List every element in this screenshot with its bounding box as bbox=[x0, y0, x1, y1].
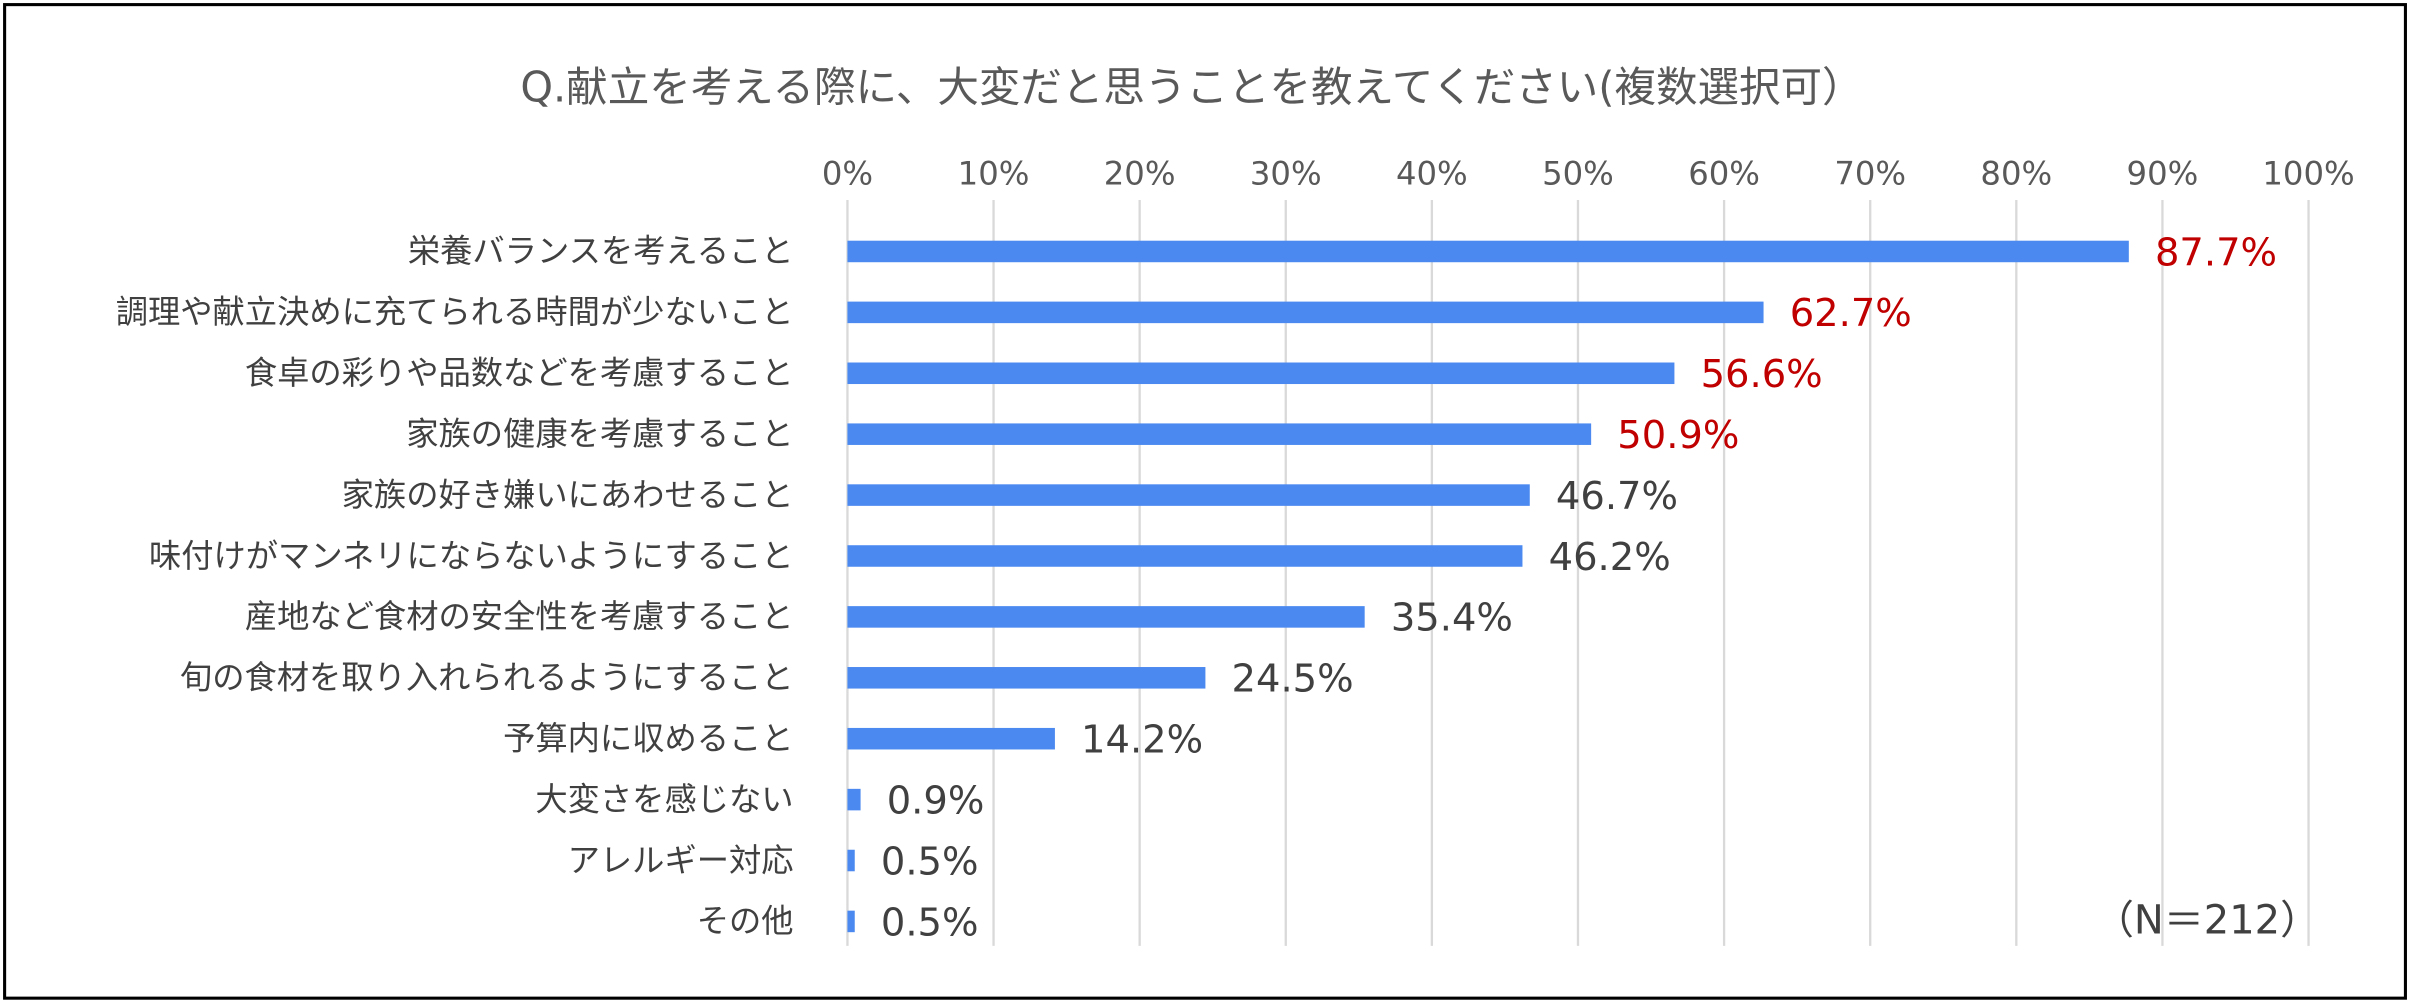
value-labels: 87.7% 62.7% 56.6% 50.9% 46.7% 46.2% 35.4% 24.5%… bbox=[881, 230, 2277, 945]
category-labels: 栄養バランスを考えること調理や献立決めに充てられる時間が少ないこと食卓の彩りや品… bbox=[116, 232, 794, 940]
gridlines bbox=[846, 199, 2310, 946]
value-label: 56.6% bbox=[1701, 352, 1823, 397]
bar bbox=[847, 240, 2129, 263]
x-tick-label: 100% bbox=[2262, 155, 2354, 193]
category-label: 旬の食材を取り入れられるようにすること bbox=[180, 659, 794, 697]
category-label: その他 bbox=[697, 902, 794, 940]
value-label: 50.9% bbox=[1617, 413, 1739, 458]
category-label: 調理や献立決めに充てられる時間が少ないこと bbox=[116, 293, 794, 331]
bar bbox=[847, 727, 1055, 750]
bar bbox=[847, 545, 1523, 567]
bar bbox=[847, 849, 855, 872]
x-tick-label: 40% bbox=[1396, 155, 1468, 193]
x-tick-label: 10% bbox=[958, 155, 1030, 193]
value-label: 46.7% bbox=[1556, 474, 1678, 519]
value-label: 62.7% bbox=[1790, 291, 1912, 336]
category-label: 大変さを感じない bbox=[535, 780, 793, 818]
bar bbox=[847, 362, 1675, 385]
x-tick-label: 20% bbox=[1104, 155, 1176, 193]
value-label: 35.4% bbox=[1391, 596, 1513, 641]
bar bbox=[847, 606, 1365, 628]
category-label: 食卓の彩りや品数などを考慮すること bbox=[245, 354, 794, 392]
bar bbox=[847, 484, 1530, 506]
value-label: 0.5% bbox=[881, 900, 979, 945]
value-label: 87.7% bbox=[2155, 230, 2277, 275]
bar bbox=[847, 788, 861, 811]
chart-title: Q.献立を考える際に、大変だと思うことを教えてください(複数選択可） bbox=[520, 63, 1863, 112]
value-label: 14.2% bbox=[1081, 718, 1203, 763]
bars bbox=[847, 240, 2129, 933]
x-tick-label: 80% bbox=[1980, 155, 2052, 193]
value-label: 24.5% bbox=[1232, 657, 1354, 702]
bar bbox=[847, 910, 855, 933]
x-axis-ticks: 0% 10% 20% 30% 40% 50% 60% 70% 80% 90% 100% bbox=[822, 155, 2355, 193]
category-label: アレルギー対応 bbox=[568, 841, 794, 879]
value-label: 46.2% bbox=[1549, 535, 1671, 580]
x-tick-label: 70% bbox=[1834, 155, 1906, 193]
value-label: 0.9% bbox=[887, 778, 985, 823]
x-tick-label: 60% bbox=[1688, 155, 1760, 193]
x-tick-label: 90% bbox=[2127, 155, 2199, 193]
category-label: 産地など食材の安全性を考慮すること bbox=[245, 598, 794, 636]
bar bbox=[847, 667, 1206, 689]
x-tick-label: 30% bbox=[1250, 155, 1322, 193]
x-tick-label: 50% bbox=[1542, 155, 1614, 193]
category-label: 栄養バランスを考えること bbox=[408, 232, 794, 270]
category-label: 予算内に収めること bbox=[503, 719, 794, 757]
category-label: 家族の健康を考慮すること bbox=[406, 415, 793, 453]
bar bbox=[847, 301, 1764, 324]
bar bbox=[847, 423, 1592, 445]
category-label: 家族の好き嫌いにあわせること bbox=[342, 476, 794, 514]
value-label: 0.5% bbox=[881, 839, 979, 884]
sample-size-note: （N＝212） bbox=[2094, 898, 2320, 944]
x-tick-label: 0% bbox=[822, 155, 873, 193]
category-label: 味付けがマンネリにならないようにすること bbox=[149, 537, 794, 575]
